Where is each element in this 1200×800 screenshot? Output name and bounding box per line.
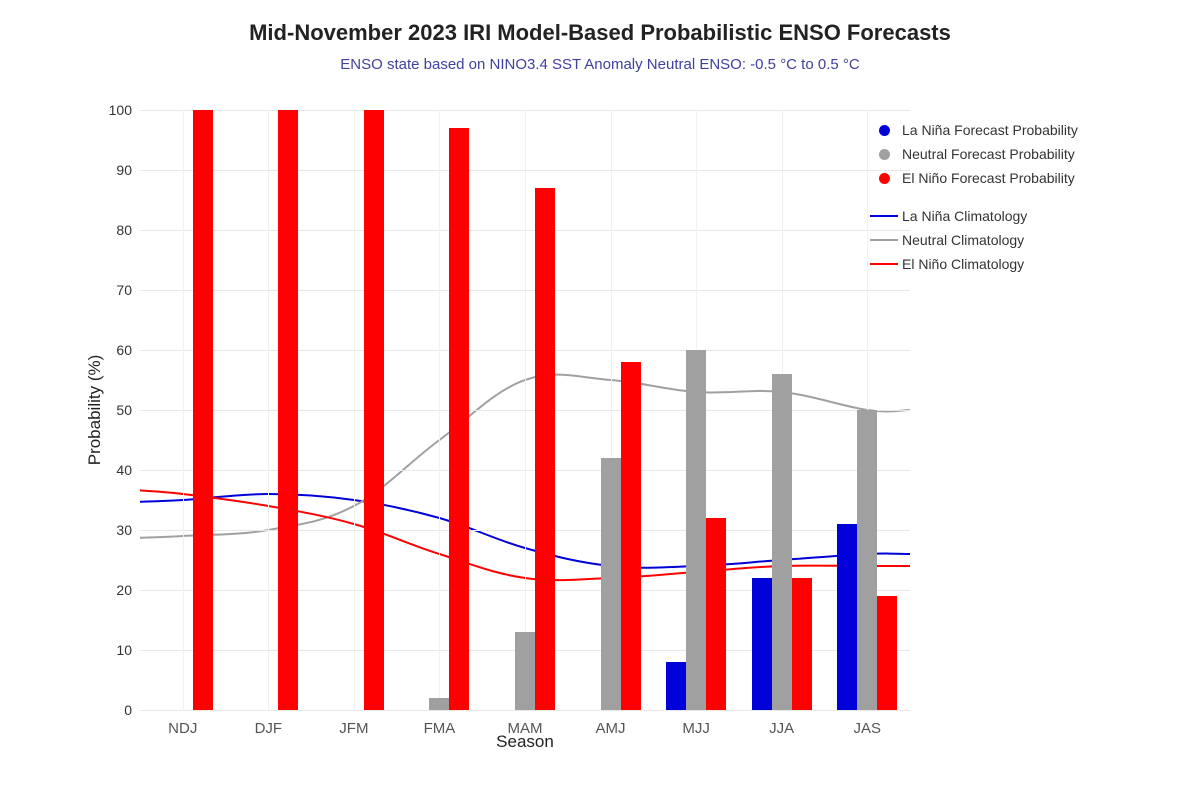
chart-title: Mid-November 2023 IRI Model-Based Probab…	[40, 20, 1160, 46]
x-tick-label: NDJ	[168, 710, 197, 737]
bar	[364, 110, 384, 710]
legend: La Niña Forecast Probability Neutral Fore…	[870, 120, 1130, 278]
bar	[515, 632, 535, 710]
x-tick-label: MJJ	[682, 710, 710, 737]
bar	[792, 578, 812, 710]
y-tick-label: 30	[116, 522, 140, 538]
bar	[857, 410, 877, 710]
y-tick-label: 70	[116, 282, 140, 298]
legend-item: Neutral Forecast Probability	[870, 144, 1130, 164]
grid-line-v	[354, 110, 355, 710]
y-tick-label: 60	[116, 342, 140, 358]
legend-item: Neutral Climatology	[870, 230, 1130, 250]
legend-label: El Niño Climatology	[902, 256, 1024, 272]
bar	[877, 596, 897, 710]
grid-line-v	[268, 110, 269, 710]
legend-item: El Niño Forecast Probability	[870, 168, 1130, 188]
y-tick-label: 0	[124, 702, 140, 718]
grid-line-v	[439, 110, 440, 710]
bar	[837, 524, 857, 710]
bar	[686, 350, 706, 710]
x-tick-label: AMJ	[596, 710, 626, 737]
bar	[666, 662, 686, 710]
legend-line-icon	[870, 263, 898, 265]
bar	[535, 188, 555, 710]
y-tick-label: 40	[116, 462, 140, 478]
x-tick-label: DJF	[255, 710, 283, 737]
bar	[621, 362, 641, 710]
y-tick-label: 80	[116, 222, 140, 238]
legend-label: El Niño Forecast Probability	[902, 170, 1075, 186]
x-axis-label: Season	[496, 732, 554, 752]
x-tick-label: JFM	[339, 710, 368, 737]
legend-line-icon	[870, 239, 898, 241]
bar	[752, 578, 772, 710]
y-axis-label: Probability (%)	[85, 355, 105, 466]
y-tick-label: 50	[116, 402, 140, 418]
x-tick-label: JAS	[853, 710, 881, 737]
bar	[772, 374, 792, 710]
legend-dot-icon	[870, 149, 898, 160]
y-tick-label: 10	[116, 642, 140, 658]
legend-label: Neutral Climatology	[902, 232, 1024, 248]
chart-subtitle: ENSO state based on NINO3.4 SST Anomaly …	[40, 56, 1160, 73]
bar	[601, 458, 621, 710]
x-tick-label: FMA	[424, 710, 456, 737]
legend-item: El Niño Climatology	[870, 254, 1130, 274]
bar	[278, 110, 298, 710]
bar	[706, 518, 726, 710]
y-tick-label: 100	[109, 102, 140, 118]
chart-container: Mid-November 2023 IRI Model-Based Probab…	[40, 20, 1160, 780]
bar	[429, 698, 449, 710]
grid-line-v	[525, 110, 526, 710]
grid-line-v	[183, 110, 184, 710]
y-tick-label: 90	[116, 162, 140, 178]
legend-label: La Niña Climatology	[902, 208, 1027, 224]
legend-dot-icon	[870, 125, 898, 136]
legend-label: La Niña Forecast Probability	[902, 122, 1078, 138]
bar	[193, 110, 213, 710]
plot-area: 0102030405060708090100NDJDJFJFMFMAMAMAMJ…	[140, 110, 910, 710]
legend-line-icon	[870, 215, 898, 217]
bar	[449, 128, 469, 710]
x-tick-label: JJA	[769, 710, 794, 737]
y-tick-label: 20	[116, 582, 140, 598]
legend-label: Neutral Forecast Probability	[902, 146, 1075, 162]
legend-dot-icon	[870, 173, 898, 184]
legend-item: La Niña Climatology	[870, 206, 1130, 226]
legend-item: La Niña Forecast Probability	[870, 120, 1130, 140]
